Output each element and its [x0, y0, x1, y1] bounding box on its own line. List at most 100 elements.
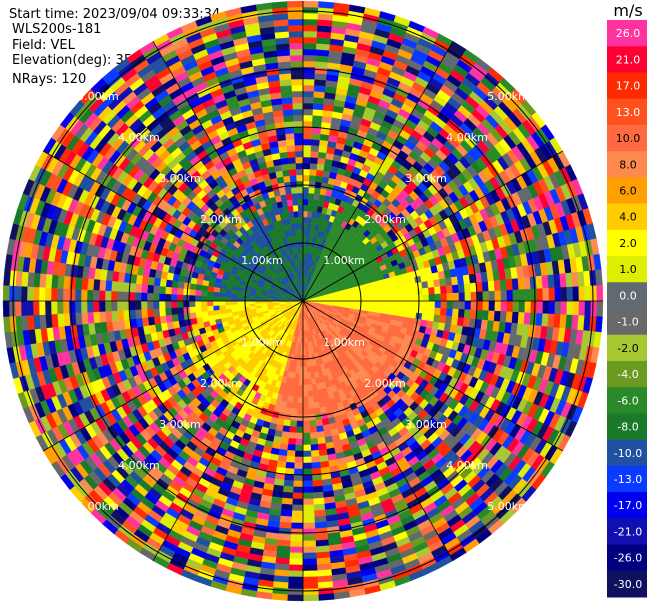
gate [311, 383, 318, 391]
gate [314, 515, 327, 523]
gate [288, 576, 304, 584]
gate [302, 384, 308, 392]
gate [312, 389, 319, 397]
gate [279, 515, 292, 523]
gate [302, 408, 310, 416]
gate [374, 296, 382, 302]
gate [219, 308, 227, 315]
gate [183, 288, 190, 296]
gate [314, 73, 327, 81]
gate [374, 292, 382, 298]
gate [283, 419, 291, 427]
gate [524, 300, 532, 314]
gate [392, 290, 400, 297]
gate [548, 300, 556, 315]
gate [171, 280, 179, 288]
gate [280, 437, 289, 445]
gate [302, 576, 318, 584]
gate [310, 157, 319, 164]
gate [428, 287, 435, 295]
gate [50, 300, 58, 315]
gate [276, 545, 291, 553]
gate [302, 474, 313, 482]
gate [422, 294, 430, 302]
gate [308, 402, 315, 410]
gate [117, 281, 125, 292]
gate [300, 348, 304, 356]
gate [313, 193, 321, 201]
gate [446, 285, 453, 294]
gate [434, 286, 441, 295]
gate [506, 300, 514, 313]
gate [302, 582, 319, 590]
gate [224, 296, 232, 302]
gate [493, 280, 501, 292]
gate [281, 431, 290, 439]
gate [452, 308, 459, 318]
gate [141, 283, 149, 293]
gate [385, 286, 393, 293]
gate [302, 480, 313, 488]
gate [386, 296, 394, 302]
gate [230, 304, 238, 309]
gate [302, 456, 312, 464]
gate [128, 291, 136, 302]
gate [292, 396, 299, 404]
gate [470, 300, 478, 311]
gate [302, 498, 314, 506]
gate [380, 292, 388, 298]
gate [350, 295, 358, 299]
gate [578, 286, 586, 302]
gate [68, 288, 76, 302]
gate [312, 479, 323, 487]
gate [476, 300, 484, 311]
gate [122, 291, 130, 302]
gate [80, 289, 88, 302]
gate [283, 479, 294, 487]
gate [494, 290, 502, 302]
gate [313, 497, 325, 505]
gate [421, 281, 429, 289]
gate [32, 286, 40, 302]
gate [45, 314, 53, 329]
gate [511, 311, 519, 324]
gate [302, 444, 312, 452]
gate [254, 303, 262, 307]
gate [302, 204, 309, 212]
gate [590, 285, 598, 302]
gate [44, 287, 52, 302]
gate [224, 304, 232, 310]
gate [302, 546, 317, 554]
gate [541, 275, 549, 289]
gate [542, 287, 550, 302]
gate [14, 300, 22, 317]
gate [463, 283, 471, 293]
gate [182, 294, 190, 302]
gate [313, 91, 326, 99]
gate [315, 539, 329, 547]
gate [302, 366, 307, 374]
gate [500, 300, 508, 312]
gate [286, 450, 296, 457]
gate [218, 296, 226, 302]
gate [523, 277, 531, 290]
gate [206, 305, 214, 312]
gate [311, 133, 321, 141]
gate [153, 308, 160, 317]
gate [309, 432, 318, 439]
gate [116, 291, 124, 302]
gate [350, 300, 358, 304]
gate [499, 279, 507, 291]
gate [416, 294, 424, 302]
gate [316, 43, 331, 51]
gate [93, 278, 101, 291]
gate [275, 551, 290, 559]
gate [147, 316, 156, 326]
gate [302, 120, 313, 128]
gate [302, 426, 311, 434]
gate [302, 390, 309, 398]
gate [298, 384, 304, 392]
gate [171, 307, 178, 315]
gate [302, 594, 319, 602]
gate [398, 305, 406, 312]
